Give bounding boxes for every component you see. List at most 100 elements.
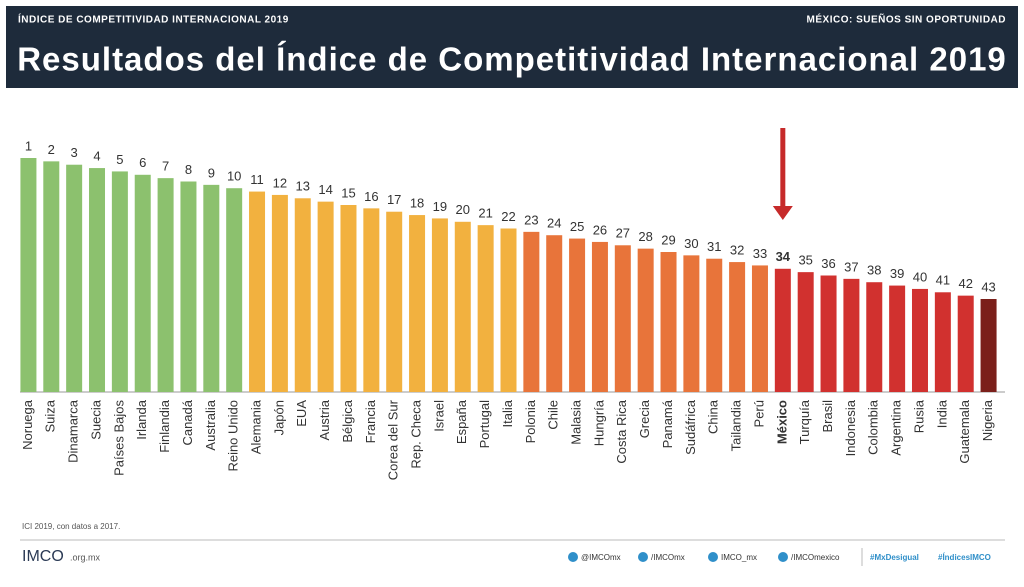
value-label: 5 [116, 152, 123, 167]
category-label: Hungría [591, 399, 606, 446]
value-label: 38 [867, 263, 881, 278]
category-label: Francia [363, 399, 378, 443]
bar [454, 221, 471, 392]
category-label: Rusia [911, 399, 926, 433]
value-label: 29 [661, 232, 675, 247]
bar [431, 218, 448, 392]
value-label: 42 [958, 276, 972, 291]
value-label: 14 [318, 182, 332, 197]
category-label: Noruega [20, 399, 35, 450]
category-label: Sudáfrica [683, 399, 698, 455]
value-label: 25 [570, 219, 584, 234]
bar [43, 161, 60, 392]
category-label: México [774, 400, 789, 444]
bar [751, 265, 768, 392]
category-label: Australia [203, 399, 218, 450]
value-label: 1 [25, 138, 32, 153]
value-label: 39 [890, 266, 904, 281]
bar [317, 201, 334, 392]
bar [889, 285, 906, 392]
bar [706, 258, 723, 392]
category-label: Brasil [820, 400, 835, 433]
bar [157, 178, 174, 392]
category-label: Alemania [248, 399, 263, 454]
bar [134, 174, 151, 392]
hashtag: #MxDesigual [870, 553, 919, 562]
value-label: 40 [913, 269, 927, 284]
value-label: 6 [139, 155, 146, 170]
category-label: Canadá [180, 399, 195, 445]
value-label: 34 [776, 249, 791, 264]
bar [20, 158, 37, 392]
category-label: Bélgica [340, 399, 355, 442]
value-label: 3 [71, 145, 78, 160]
category-label: Israel [431, 400, 446, 432]
value-label: 21 [478, 206, 492, 221]
value-label: 2 [48, 142, 55, 157]
bar [386, 211, 403, 392]
category-label: Reino Unido [226, 400, 241, 472]
bar [934, 292, 951, 392]
bar [249, 191, 266, 392]
category-label: Indonesia [843, 399, 858, 456]
value-label: 33 [753, 246, 767, 261]
value-label: 15 [341, 185, 355, 200]
bar [271, 194, 288, 392]
bar [523, 231, 540, 392]
value-label: 12 [273, 175, 287, 190]
value-label: 35 [798, 253, 812, 268]
bar [111, 171, 128, 392]
category-label: España [454, 399, 469, 444]
header-left: ÍNDICE DE COMPETITIVIDAD INTERNACIONAL 2… [18, 13, 289, 26]
value-label: 17 [387, 192, 401, 207]
bar [226, 188, 243, 392]
value-label: 26 [593, 222, 607, 237]
header-right: MÉXICO: SUEÑOS SIN OPORTUNIDAD [807, 13, 1006, 26]
category-label: Turquía [797, 399, 812, 444]
category-label: Chile [546, 400, 561, 430]
footnote: ICI 2019, con datos a 2017. [22, 522, 120, 531]
bar [591, 241, 608, 392]
category-label: Austria [317, 399, 332, 440]
bar [203, 184, 220, 392]
social-handle: IMCO_mx [721, 553, 757, 562]
category-label: Grecia [637, 399, 652, 438]
bar [294, 198, 311, 392]
category-label: Italia [500, 399, 515, 427]
value-label: 31 [707, 239, 721, 254]
category-label: Corea del Sur [386, 399, 401, 480]
category-label: China [706, 399, 721, 434]
category-label: Finlandia [157, 399, 172, 453]
social-icon [778, 552, 788, 562]
category-label: Países Bajos [111, 400, 126, 476]
bar [843, 278, 860, 392]
social-icon [638, 552, 648, 562]
value-label: 32 [730, 243, 744, 258]
bar [66, 164, 83, 392]
category-label: Colombia [866, 399, 881, 455]
bar [774, 268, 791, 392]
category-label: Japón [271, 400, 286, 435]
category-label: Perú [751, 400, 766, 427]
category-label: Portugal [477, 400, 492, 449]
hashtag: #ÍndicesIMCO [938, 553, 991, 562]
bar [820, 275, 837, 392]
value-label: 30 [684, 236, 698, 251]
bar [569, 238, 586, 392]
value-label: 16 [364, 189, 378, 204]
value-label: 28 [638, 229, 652, 244]
bar [866, 282, 883, 392]
value-label: 4 [93, 149, 100, 164]
category-label: Tailandia [729, 399, 744, 451]
category-label: India [934, 399, 949, 428]
category-label: EUA [294, 400, 309, 427]
bar [363, 208, 380, 392]
bar [180, 181, 197, 392]
value-label: 19 [433, 199, 447, 214]
bar [340, 205, 357, 392]
value-label: 20 [456, 202, 470, 217]
chart-title: Resultados del Índice de Competitividad … [17, 41, 1007, 78]
social-icon [568, 552, 578, 562]
category-label: Rep. Checa [408, 399, 423, 468]
